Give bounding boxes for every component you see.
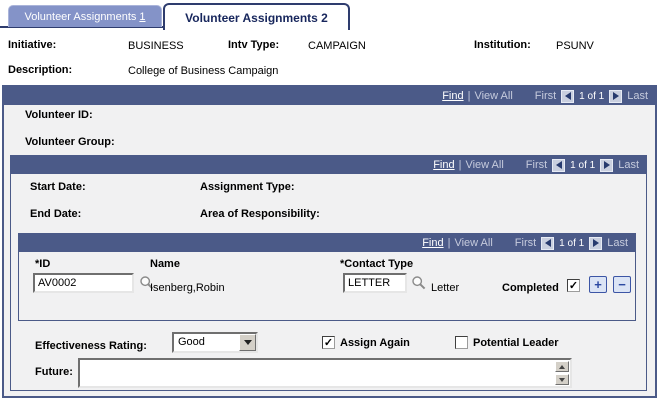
- tab2-label: Volunteer Assignments 2: [185, 10, 328, 25]
- last-link[interactable]: Last: [607, 237, 628, 249]
- future-scrollbar: [555, 361, 569, 385]
- nav-separator: |: [458, 159, 462, 171]
- effectiveness-rating-select[interactable]: Good: [172, 332, 258, 353]
- id-column-label: *ID: [35, 258, 51, 270]
- delete-row-button[interactable]: −: [613, 276, 631, 293]
- tab-strip-underline: [0, 26, 165, 28]
- potential-leader-checkbox[interactable]: [455, 336, 468, 349]
- initiative-label: Initiative:: [8, 39, 57, 51]
- contact-type-lookup-icon[interactable]: [411, 275, 427, 291]
- last-link[interactable]: Last: [618, 159, 639, 171]
- volunteer-name-value: Isenberg,Robin: [150, 282, 225, 294]
- check-icon: ✓: [568, 279, 579, 292]
- volunteer-navbar: Find | View All First 1 of 1 Last: [4, 87, 655, 105]
- view-all-link[interactable]: View All: [465, 159, 504, 171]
- find-link[interactable]: Find: [442, 90, 464, 102]
- arrow-right-icon: [612, 92, 619, 100]
- row-count: 1 of 1: [570, 159, 596, 171]
- view-all-link[interactable]: View All: [474, 90, 513, 102]
- assign-again-label: Assign Again: [340, 337, 410, 349]
- potential-leader-label: Potential Leader: [473, 337, 559, 349]
- last-link[interactable]: Last: [627, 90, 648, 102]
- description-label: Description:: [8, 64, 73, 76]
- effectiveness-rating-value: Good: [178, 336, 205, 348]
- previous-row-button[interactable]: [561, 89, 575, 103]
- first-link[interactable]: First: [514, 237, 537, 249]
- row-count: 1 of 1: [579, 90, 605, 102]
- future-input[interactable]: [81, 361, 554, 385]
- name-column-label: Name: [150, 258, 180, 270]
- tab1-label: Volunteer Assignments: [24, 10, 137, 23]
- intv-type-value: CAMPAIGN: [308, 40, 366, 52]
- arrow-left-icon: [564, 92, 571, 100]
- future-field-frame: [78, 358, 572, 388]
- arrow-left-icon: [555, 161, 562, 169]
- end-date-label: End Date:: [30, 208, 82, 220]
- completed-label: Completed: [502, 282, 559, 294]
- scroll-down-button[interactable]: [555, 374, 569, 385]
- arrow-left-icon: [544, 239, 551, 247]
- assign-again-checkbox[interactable]: ✓: [322, 336, 335, 349]
- tab1-accesskey: 1: [139, 10, 146, 23]
- arrow-right-icon: [603, 161, 610, 169]
- arrow-right-icon: [592, 239, 599, 247]
- nav-separator: |: [447, 237, 451, 249]
- triangle-down-icon: [559, 377, 565, 382]
- add-row-button[interactable]: +: [589, 276, 607, 293]
- description-value: College of Business Campaign: [128, 65, 279, 77]
- find-link[interactable]: Find: [433, 159, 455, 171]
- volunteer-id-label: Volunteer ID:: [25, 109, 93, 121]
- previous-row-button[interactable]: [552, 158, 566, 172]
- completed-checkbox[interactable]: ✓: [567, 279, 580, 292]
- check-icon: ✓: [323, 336, 334, 349]
- scroll-up-button[interactable]: [555, 361, 569, 372]
- view-all-link[interactable]: View All: [454, 237, 493, 249]
- initiative-value: BUSINESS: [128, 40, 184, 52]
- next-row-button[interactable]: [589, 236, 603, 250]
- tab-volunteer-assignments-1[interactable]: Volunteer Assignments 1: [8, 5, 162, 27]
- triangle-up-icon: [559, 364, 565, 369]
- id-lookup-icon[interactable]: [139, 275, 155, 291]
- next-row-button[interactable]: [609, 89, 623, 103]
- contact-scroll-area: Find | View All First 1 of 1 Last *ID Na…: [18, 233, 636, 321]
- nav-separator: |: [467, 90, 471, 102]
- previous-row-button[interactable]: [541, 236, 555, 250]
- volunteer-id-input[interactable]: [33, 273, 134, 293]
- future-label: Future:: [35, 366, 73, 378]
- first-link[interactable]: First: [534, 90, 557, 102]
- find-link[interactable]: Find: [422, 237, 444, 249]
- chevron-down-icon: [243, 340, 252, 345]
- start-date-label: Start Date:: [30, 181, 86, 193]
- next-row-button[interactable]: [600, 158, 614, 172]
- tab-volunteer-assignments-2[interactable]: Volunteer Assignments 2: [163, 3, 350, 30]
- institution-label: Institution:: [474, 39, 531, 51]
- contact-type-column-label: *Contact Type: [340, 258, 414, 270]
- assignment-type-label: Assignment Type:: [200, 181, 295, 193]
- dropdown-arrow-button[interactable]: [239, 334, 256, 351]
- area-of-responsibility-label: Area of Responsibility:: [200, 208, 320, 220]
- intv-type-label: Intv Type:: [228, 39, 280, 51]
- contact-type-description: Letter: [431, 282, 460, 294]
- institution-value: PSUNV: [556, 40, 594, 52]
- row-count: 1 of 1: [559, 237, 585, 249]
- volunteer-group-label: Volunteer Group:: [25, 136, 115, 148]
- effectiveness-rating-label: Effectiveness Rating:: [35, 340, 147, 352]
- assignment-navbar: Find | View All First 1 of 1 Last: [11, 156, 646, 174]
- contact-navbar: Find | View All First 1 of 1 Last: [19, 234, 635, 252]
- contact-type-input[interactable]: [343, 273, 407, 293]
- first-link[interactable]: First: [525, 159, 548, 171]
